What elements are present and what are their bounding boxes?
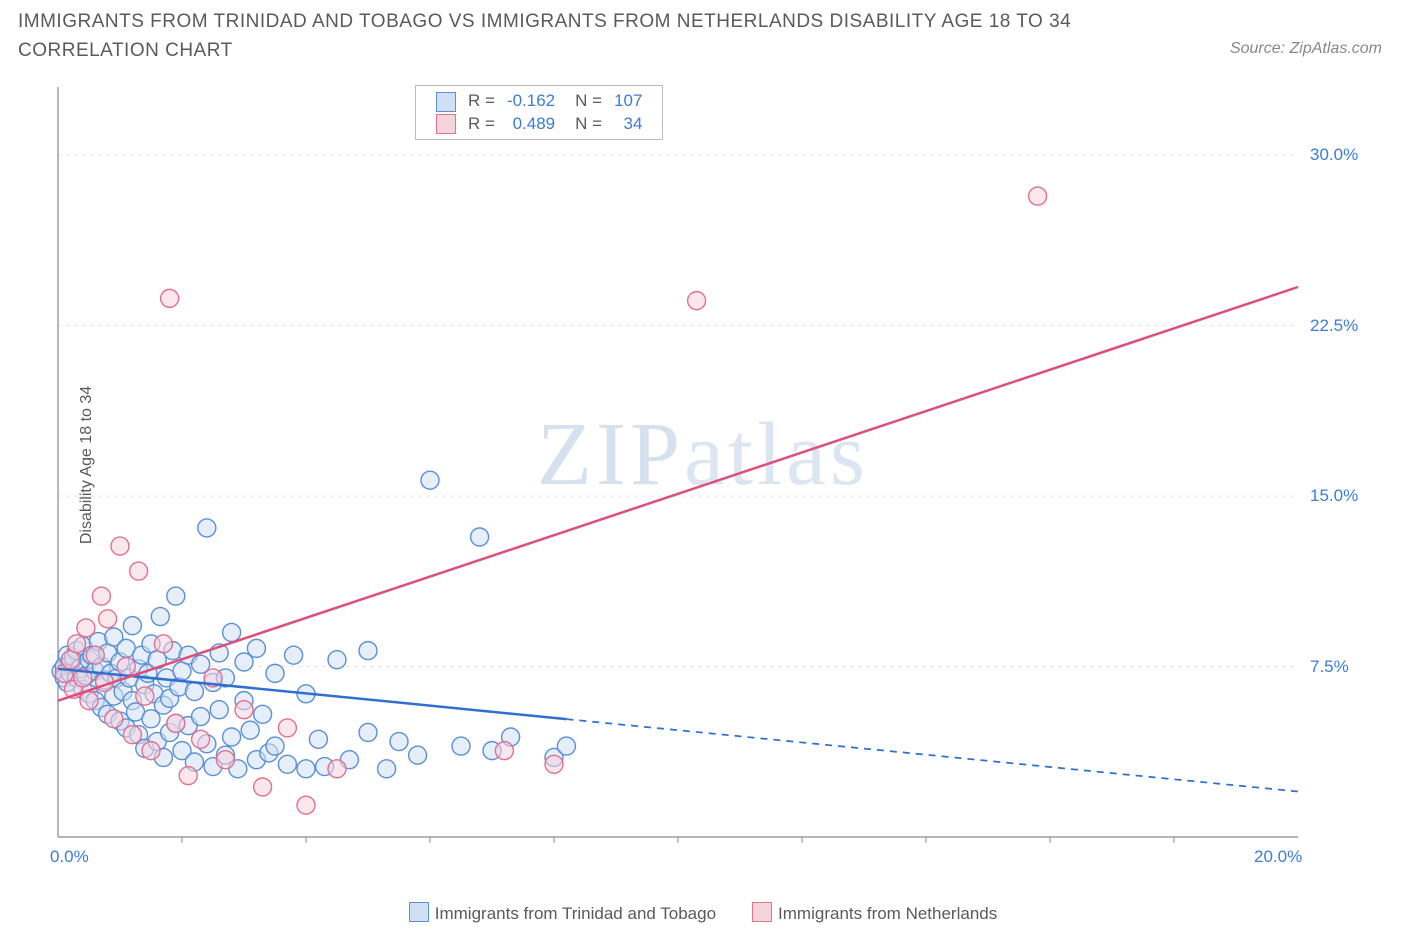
x-tick-label: 20.0% [1254,847,1302,867]
y-tick-label: 7.5% [1310,657,1349,677]
y-tick-label: 30.0% [1310,145,1358,165]
x-tick-label: 0.0% [50,847,89,867]
y-tick-label: 15.0% [1310,486,1358,506]
chart-title: IMMIGRANTS FROM TRINIDAD AND TOBAGO VS I… [18,8,1078,65]
y-tick-label: 22.5% [1310,316,1358,336]
scatter-plot [48,82,1378,872]
series-legend: Immigrants from Trinidad and Tobago Immig… [0,902,1406,924]
legend-item: Immigrants from Trinidad and Tobago [409,902,716,924]
source-attribution: Source: ZipAtlas.com [1230,40,1382,58]
correlation-legend: R =-0.162N =107R =0.489N = 34 [415,85,663,140]
legend-item: Immigrants from Netherlands [752,902,997,924]
